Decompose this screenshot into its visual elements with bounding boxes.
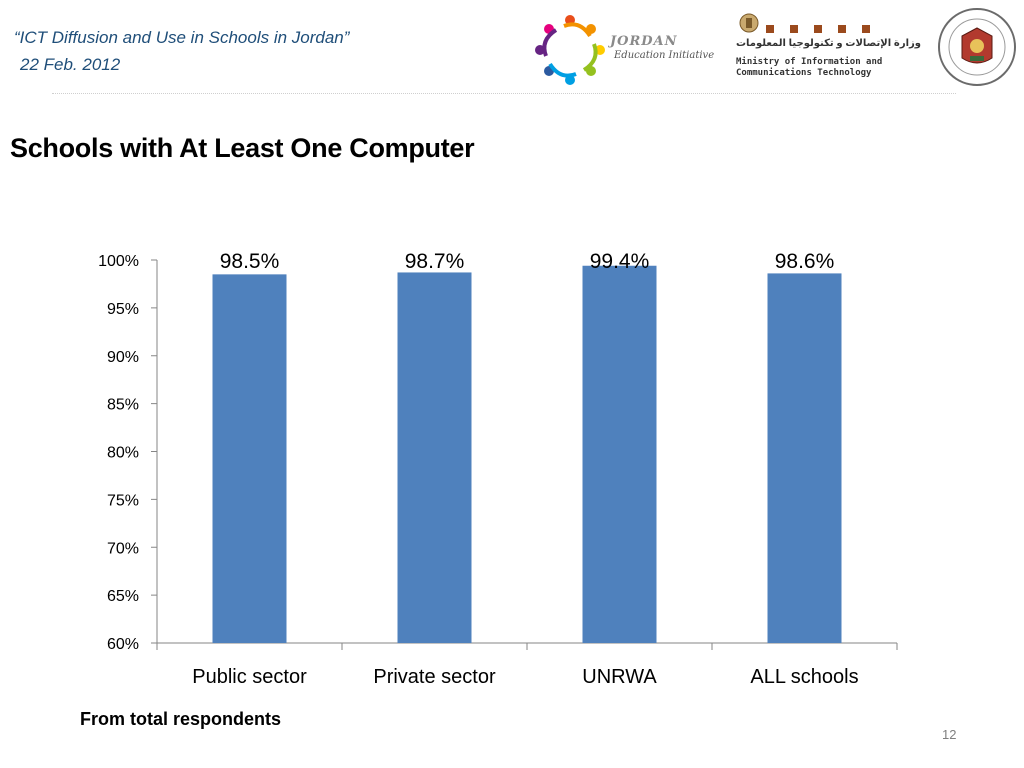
jei-logo-line2: Education Initiative [614, 50, 715, 61]
x-category-label: UNRWA [582, 666, 657, 688]
education-seal-icon [938, 8, 1016, 86]
jei-ring-icon [535, 15, 605, 85]
bar-data-label: 98.7% [405, 250, 465, 273]
bar [397, 272, 472, 643]
bars [212, 265, 842, 643]
jordan-education-initiative-logo: JORDAN Education Initiative [530, 10, 720, 90]
bar [767, 273, 842, 643]
jei-logo-line1: JORDAN [610, 34, 678, 49]
y-tick-label: 70% [107, 540, 139, 557]
presentation-title: “ICT Diffusion and Use in Schools in Jor… [14, 24, 349, 78]
y-tick-label: 85% [107, 397, 139, 414]
x-category-label: ALL schools [750, 666, 858, 688]
y-tick-label: 65% [107, 588, 139, 605]
presentation-title-text: “ICT Diffusion and Use in Schools in Jor… [14, 28, 350, 47]
ministry-ict-logo: وزارة الإتصالات و تكنولوجيا المعلومات Mi… [730, 8, 921, 83]
presentation-date: 22 Feb. 2012 [20, 55, 121, 74]
page-number: 12 [942, 727, 957, 742]
ministry-of-education-seal [936, 6, 1018, 88]
data-labels: 98.5% 98.7% 99.4% 98.6% [220, 250, 835, 273]
bar [212, 274, 287, 643]
footnote: From total respondents [80, 709, 282, 729]
y-tick-label: 95% [107, 301, 139, 318]
y-tick-label: 100% [98, 253, 139, 270]
y-tick-label: 60% [107, 636, 139, 653]
x-axis: Public sector Private sector UNRWA ALL scho… [156, 642, 898, 688]
bar-data-label: 98.6% [775, 250, 835, 273]
y-tick-label: 80% [107, 445, 139, 462]
ministry-squares-decoration [766, 20, 886, 38]
header-divider [52, 93, 956, 94]
bar-data-label: 99.4% [590, 250, 650, 273]
y-tick-label: 90% [107, 349, 139, 366]
bar-data-label: 98.5% [220, 250, 280, 273]
x-category-label: Public sector [192, 666, 307, 688]
ministry-name-english: Ministry of Information and Communicatio… [736, 57, 882, 79]
x-category-label: Private sector [373, 666, 496, 688]
ministry-name-english-line2: Communications Technology [736, 68, 872, 78]
slide-title: Schools with At Least One Computer [10, 133, 475, 163]
y-axis: 60% 65% 70% 75% 80% 85% 90% 95% 100% [98, 253, 158, 653]
bar [582, 265, 657, 643]
y-tick-label: 75% [107, 492, 139, 509]
ministry-emblem-icon [739, 13, 759, 33]
ministry-name-english-line1: Ministry of Information and [736, 57, 883, 67]
ministry-name-arabic: وزارة الإتصالات و تكنولوجيا المعلومات [736, 38, 921, 49]
